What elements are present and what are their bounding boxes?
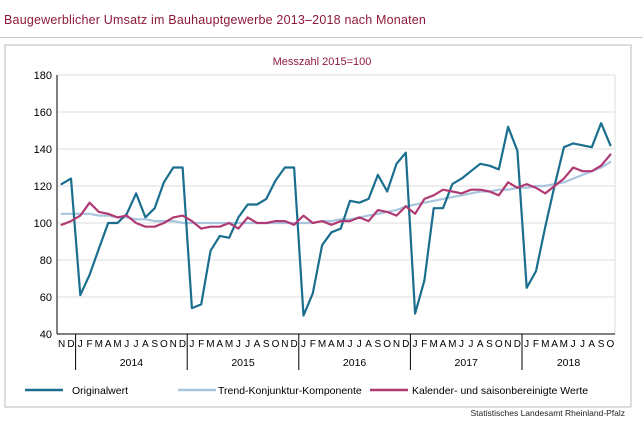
x-tick-label: A (477, 339, 484, 350)
legend: Originalwert Trend-Konjunktur-Komponente K… (25, 385, 588, 397)
x-tick-label: J (78, 339, 83, 350)
legend-label-trend: Trend-Konjunktur-Komponente (218, 385, 362, 397)
x-tick-label: F (310, 339, 316, 350)
x-tick-label: A (254, 339, 261, 350)
x-tick-label: M (560, 339, 568, 350)
x-tick-label: J (236, 339, 241, 350)
series-line-adjusted (60, 153, 612, 230)
x-tick-label: A (551, 339, 558, 350)
x-tick-label: J (301, 339, 306, 350)
x-tick-label: N (58, 339, 65, 350)
x-tick-label: M (95, 339, 103, 350)
legend-label-original: Originalwert (72, 385, 128, 397)
y-tick-label: 40 (40, 329, 52, 341)
y-axis: 40 60 80 100 120 140 160 180 (34, 70, 58, 341)
x-tick-label: S (486, 339, 493, 350)
x-tick-label: D (179, 339, 186, 350)
x-tick-label: M (448, 339, 456, 350)
x-tick-label: A (588, 339, 595, 350)
x-tick-label: J (571, 339, 576, 350)
series-line-original (60, 121, 612, 317)
chart-title: Baugewerblicher Umsatz im Bauhauptgewerb… (4, 13, 427, 27)
x-tick-label: J (347, 339, 352, 350)
x-tick-label: N (504, 339, 511, 350)
y-tick-label: 160 (34, 107, 52, 119)
x-tick-label: J (459, 339, 464, 350)
x-tick-label: F (198, 339, 204, 350)
x-tick-label: M (225, 339, 233, 350)
x-tick-label: M (336, 339, 344, 350)
y-tick-label: 120 (34, 181, 52, 193)
x-tick-label: D (402, 339, 409, 350)
x-tick-label: J (357, 339, 362, 350)
x-tick-label: M (429, 339, 437, 350)
x-tick-label: A (216, 339, 223, 350)
x-tick-label: M (206, 339, 214, 350)
year-label: 2014 (120, 357, 144, 369)
x-tick-label: D (291, 339, 298, 350)
x-tick-label: M (541, 339, 549, 350)
year-label: 2015 (231, 357, 255, 369)
title-divider (0, 37, 643, 38)
x-tick-label: J (468, 339, 473, 350)
x-tick-label: A (142, 339, 149, 350)
y-tick-label: 140 (34, 144, 52, 156)
x-tick-label: J (134, 339, 139, 350)
x-tick-label: J (524, 339, 529, 350)
x-tick-label: D (67, 339, 74, 350)
x-tick-label: F (533, 339, 539, 350)
x-tick-label: O (383, 339, 391, 350)
x-tick-label: A (105, 339, 112, 350)
year-label: 2018 (557, 357, 581, 369)
x-tick-label: J (124, 339, 129, 350)
x-tick-label: N (281, 339, 288, 350)
x-tick-label: O (160, 339, 168, 350)
x-tick-label: S (263, 339, 270, 350)
year-label: 2017 (455, 357, 479, 369)
series-lines (60, 121, 612, 317)
source-note: Statistisches Landesamt Rheinland-Pfalz (471, 408, 626, 418)
x-tick-label: M (318, 339, 326, 350)
y-tick-label: 100 (34, 218, 52, 230)
x-tick-label: J (245, 339, 250, 350)
x-tick-label: J (580, 339, 585, 350)
x-tick-label: J (189, 339, 194, 350)
chart-subtitle: Messzahl 2015=100 (273, 56, 372, 68)
x-tick-label: A (365, 339, 372, 350)
x-tick-label: S (598, 339, 605, 350)
legend-label-adjusted: Kalender- und saisonbereinigte Werte (412, 385, 588, 397)
chart-frame (4, 44, 632, 408)
x-tick-label: O (606, 339, 614, 350)
x-tick-label: O (272, 339, 280, 350)
y-tick-label: 180 (34, 70, 52, 82)
x-tick-label: F (86, 339, 92, 350)
x-tick-label: D (514, 339, 521, 350)
x-tick-label: S (375, 339, 382, 350)
x-tick-label: F (421, 339, 427, 350)
x-tick-label: O (495, 339, 503, 350)
y-tick-label: 80 (40, 255, 52, 267)
x-tick-label: S (151, 339, 158, 350)
x-tick-label: N (170, 339, 177, 350)
year-label: 2016 (343, 357, 367, 369)
x-tick-label: A (440, 339, 447, 350)
x-tick-label: J (413, 339, 418, 350)
x-tick-label: N (393, 339, 400, 350)
x-tick-label: A (328, 339, 335, 350)
y-tick-label: 60 (40, 292, 52, 304)
x-tick-label: M (113, 339, 121, 350)
